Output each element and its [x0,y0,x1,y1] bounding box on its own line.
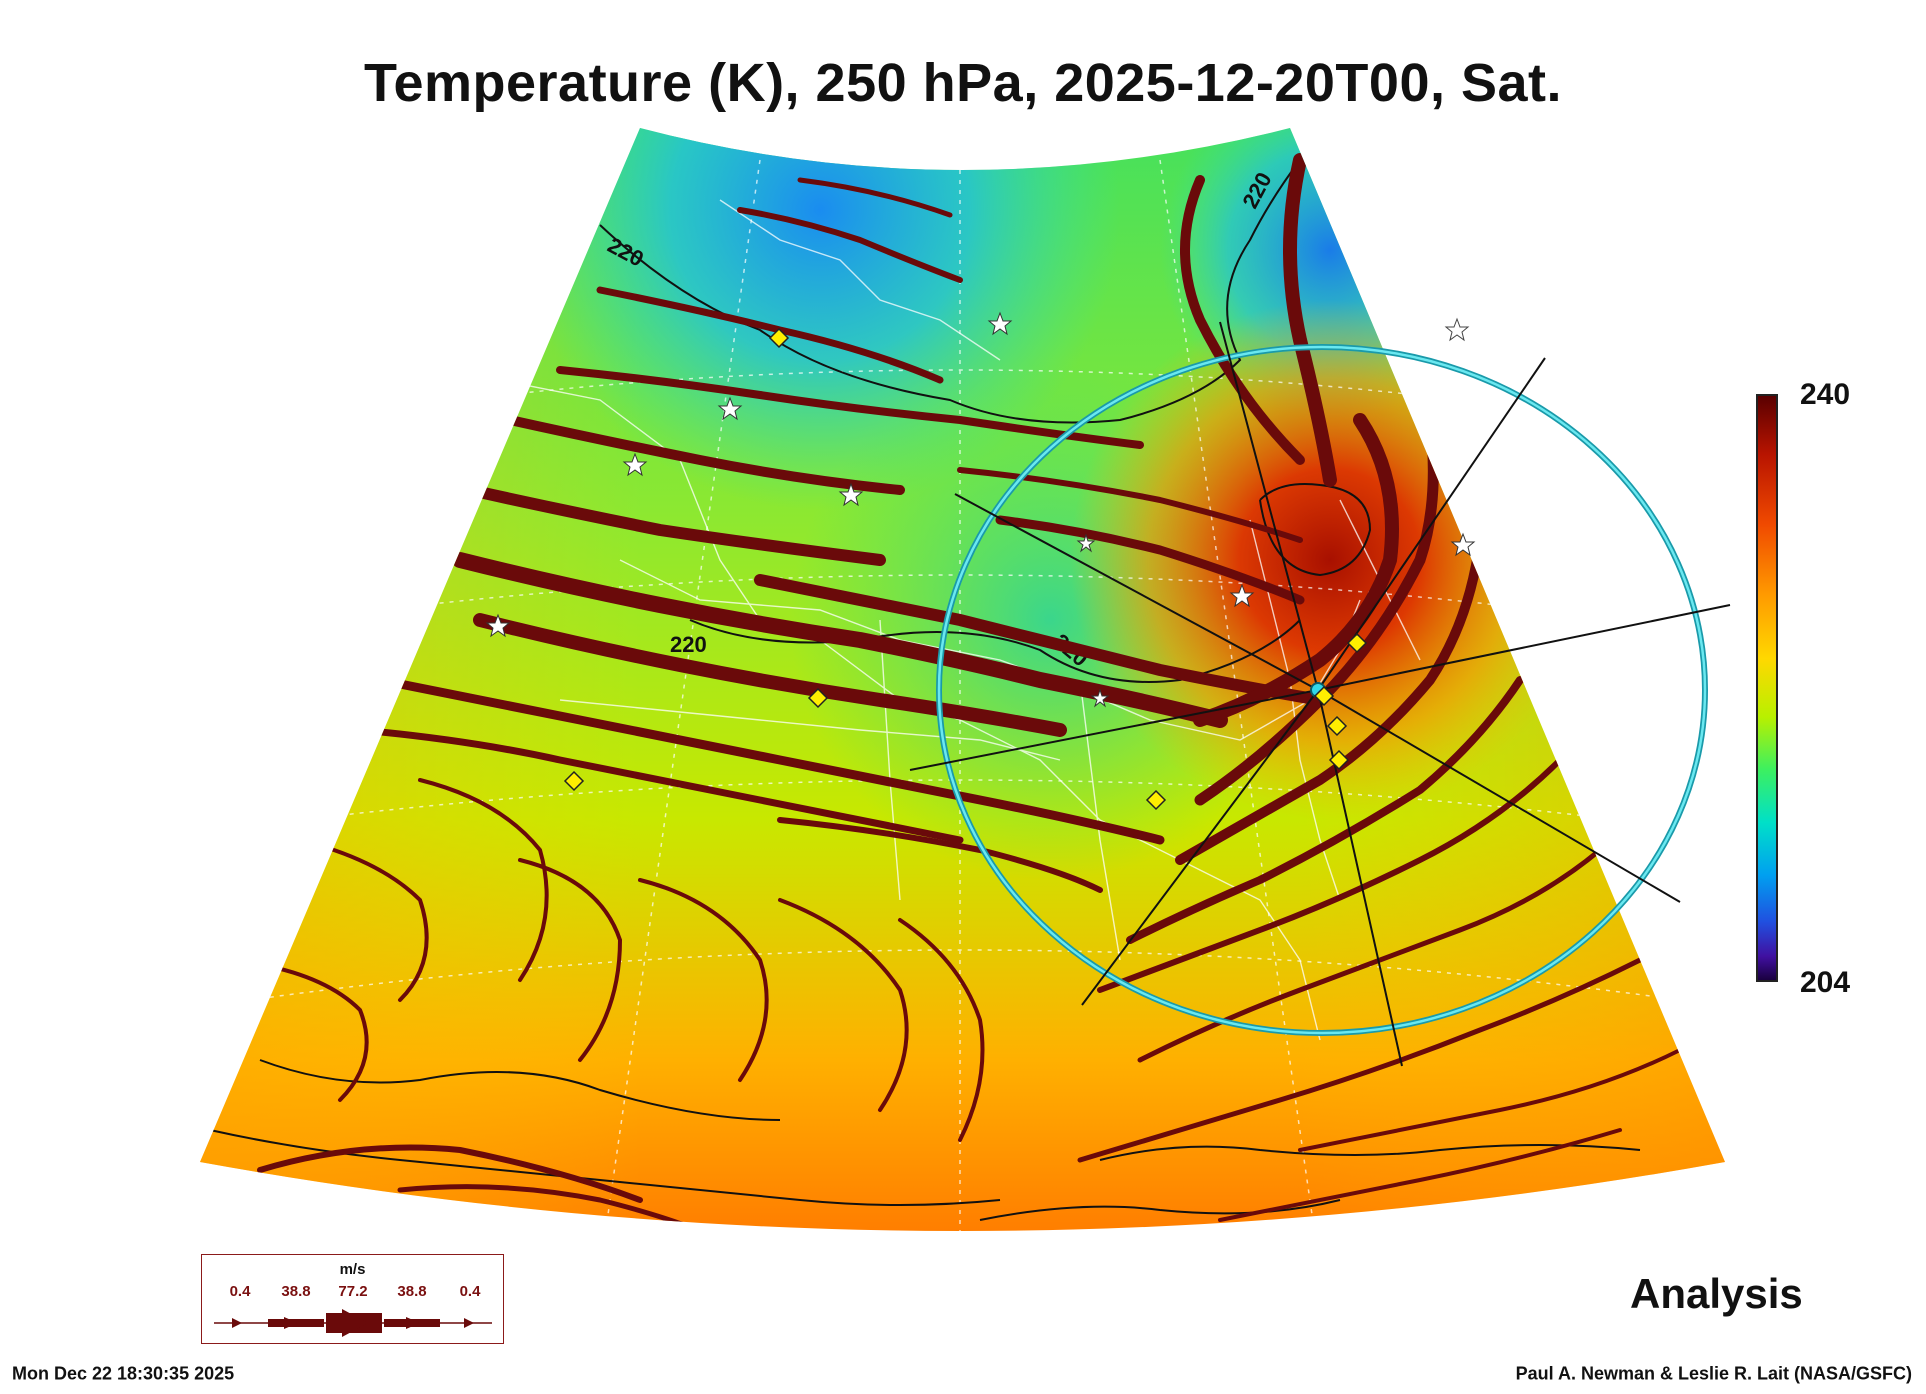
station-star-marker [1450,532,1476,557]
analysis-label: Analysis [1630,1270,1803,1317]
station-star-marker [1229,583,1255,608]
site-diamond-marker [768,327,790,349]
station-star-marker [717,396,743,421]
station-star-marker [1090,688,1110,708]
star-markers [485,311,1476,708]
legend-arrow-scale [214,1309,492,1337]
radial-lines [909,321,1731,1067]
legend-value: 38.8 [397,1283,427,1300]
site-diamond-marker [1145,789,1167,811]
wind-speed-legend: m/s 0.4 38.8 77.2 38.8 0.4 [201,1254,504,1344]
site-diamond-marker [1313,685,1335,707]
timestamp: Mon Dec 22 18:30:35 2025 [12,1363,235,1384]
station-star-marker [987,311,1013,336]
colorbar-min-label: 204 [1800,966,1851,999]
range-ring [936,344,1708,1036]
station-star-marker [485,613,511,638]
site-diamond-marker [807,687,829,709]
site-diamond-marker [1346,632,1368,654]
station-star-marker [622,452,648,477]
station-star-marker [1076,533,1096,553]
station-star-marker [1444,317,1470,342]
legend-unit-label: m/s [339,1261,366,1278]
legend-value: 0.4 [229,1283,251,1300]
colorbar-max-label: 240 [1800,378,1851,411]
site-diamond-marker [563,770,585,792]
legend-value: 77.2 [338,1283,368,1300]
page-title: Temperature (K), 250 hPa, 2025-12-20T00,… [363,53,1563,113]
contour-label: 220 [670,632,707,657]
diamond-markers [563,327,1368,811]
legend-value: 0.4 [459,1283,481,1300]
station-star-marker [838,482,864,507]
credit-line: Paul A. Newman & Leslie R. Lait (NASA/GS… [1515,1363,1912,1384]
wind-streamlines [228,153,1682,1231]
site-diamond-marker [1328,749,1350,771]
colorbar [1756,394,1778,982]
legend-value: 38.8 [281,1283,311,1300]
site-diamond-marker [1326,715,1348,737]
